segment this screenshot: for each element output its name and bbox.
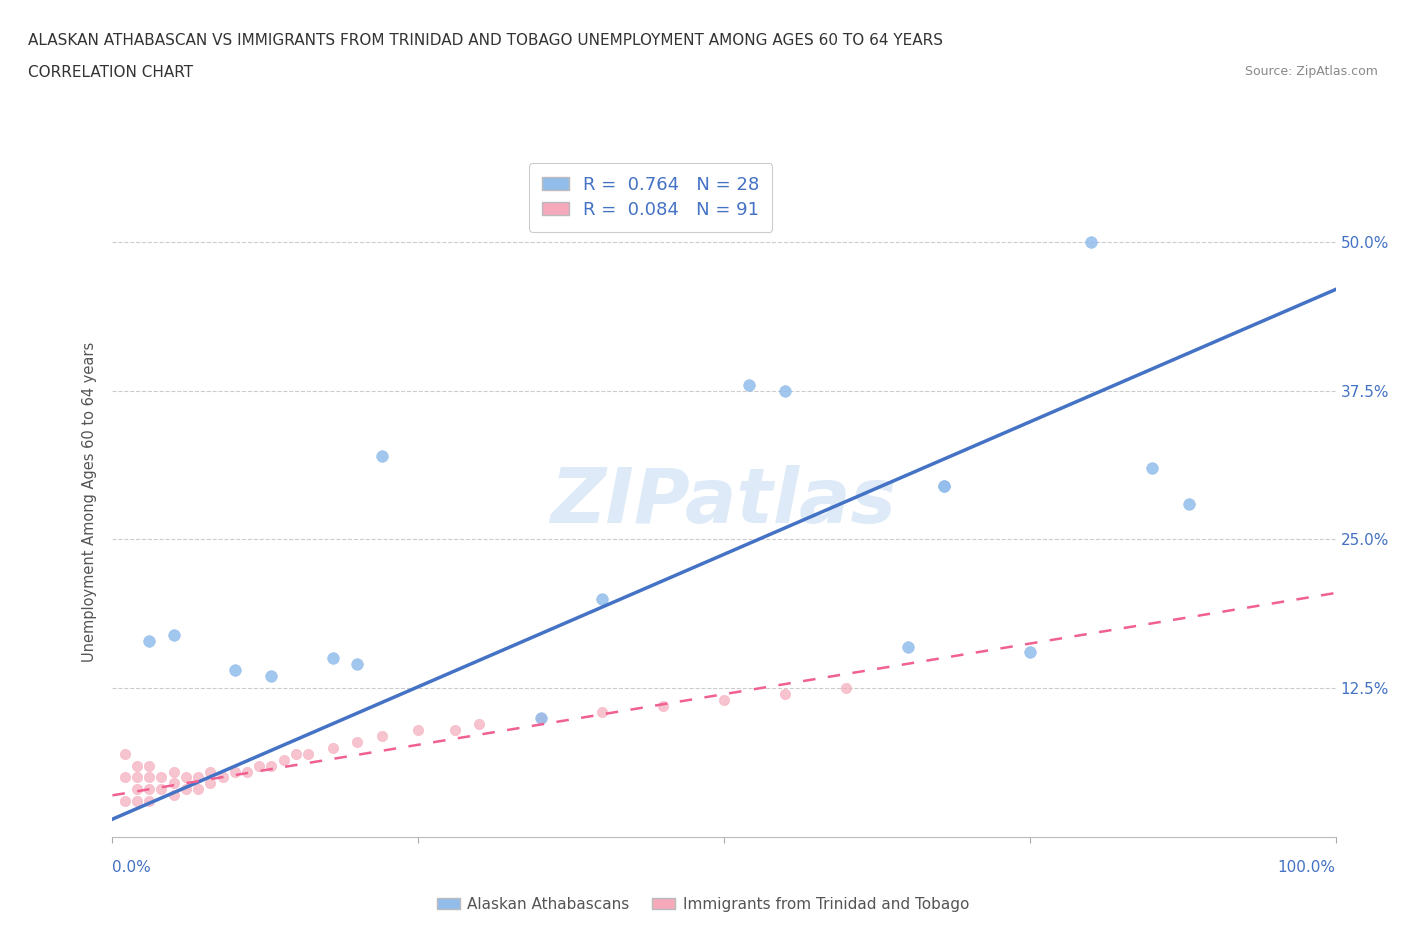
Point bbox=[200, 776, 222, 790]
Legend: R =  0.764   N = 28, R =  0.084   N = 91: R = 0.764 N = 28, R = 0.084 N = 91 bbox=[529, 163, 772, 232]
Text: CORRELATION CHART: CORRELATION CHART bbox=[28, 65, 193, 80]
Point bbox=[138, 782, 160, 797]
Point bbox=[591, 705, 613, 720]
Point bbox=[138, 794, 160, 809]
Point bbox=[125, 782, 148, 797]
Point bbox=[150, 770, 173, 785]
Point bbox=[260, 669, 283, 684]
Point bbox=[284, 746, 308, 761]
Point bbox=[1178, 497, 1201, 512]
Point bbox=[138, 758, 160, 773]
Point bbox=[322, 740, 344, 755]
Point bbox=[114, 746, 136, 761]
Point bbox=[529, 711, 551, 725]
Point bbox=[529, 711, 551, 725]
Point bbox=[934, 478, 956, 493]
Point bbox=[273, 752, 295, 767]
Point bbox=[346, 735, 368, 750]
Point bbox=[174, 782, 197, 797]
Text: 100.0%: 100.0% bbox=[1278, 860, 1336, 875]
Point bbox=[187, 782, 209, 797]
Point bbox=[163, 764, 186, 779]
Point bbox=[224, 663, 246, 678]
Point bbox=[114, 794, 136, 809]
Point bbox=[150, 782, 173, 797]
Point bbox=[260, 758, 283, 773]
Point bbox=[713, 693, 735, 708]
Point bbox=[934, 478, 956, 493]
Point bbox=[163, 776, 186, 790]
Point bbox=[408, 723, 430, 737]
Point bbox=[125, 758, 148, 773]
Text: ALASKAN ATHABASCAN VS IMMIGRANTS FROM TRINIDAD AND TOBAGO UNEMPLOYMENT AMONG AGE: ALASKAN ATHABASCAN VS IMMIGRANTS FROM TR… bbox=[28, 33, 943, 47]
Point bbox=[737, 378, 759, 392]
Point bbox=[125, 794, 148, 809]
Point bbox=[897, 639, 920, 654]
Point bbox=[1142, 460, 1164, 475]
Point bbox=[138, 770, 160, 785]
Point bbox=[775, 383, 797, 398]
Point bbox=[200, 764, 222, 779]
Text: Source: ZipAtlas.com: Source: ZipAtlas.com bbox=[1244, 65, 1378, 78]
Point bbox=[370, 448, 392, 463]
Point bbox=[1080, 234, 1102, 249]
Point bbox=[187, 770, 209, 785]
Point bbox=[247, 758, 270, 773]
Point bbox=[468, 716, 491, 731]
Point bbox=[1018, 645, 1040, 660]
Point bbox=[174, 770, 197, 785]
Point bbox=[322, 651, 344, 666]
Point bbox=[125, 770, 148, 785]
Point bbox=[775, 686, 797, 701]
Point bbox=[591, 591, 613, 606]
Point bbox=[163, 627, 186, 642]
Point bbox=[236, 764, 259, 779]
Point bbox=[444, 723, 467, 737]
Point bbox=[163, 788, 186, 803]
Point bbox=[346, 657, 368, 671]
Point bbox=[297, 746, 319, 761]
Point bbox=[835, 681, 858, 696]
Point bbox=[370, 728, 392, 743]
Point bbox=[114, 770, 136, 785]
Point bbox=[211, 770, 233, 785]
Text: ZIPatlas: ZIPatlas bbox=[551, 465, 897, 539]
Point bbox=[652, 698, 675, 713]
Legend: Alaskan Athabascans, Immigrants from Trinidad and Tobago: Alaskan Athabascans, Immigrants from Tri… bbox=[430, 891, 976, 918]
Point bbox=[224, 764, 246, 779]
Point bbox=[138, 633, 160, 648]
Y-axis label: Unemployment Among Ages 60 to 64 years: Unemployment Among Ages 60 to 64 years bbox=[82, 342, 97, 662]
Text: 0.0%: 0.0% bbox=[112, 860, 152, 875]
